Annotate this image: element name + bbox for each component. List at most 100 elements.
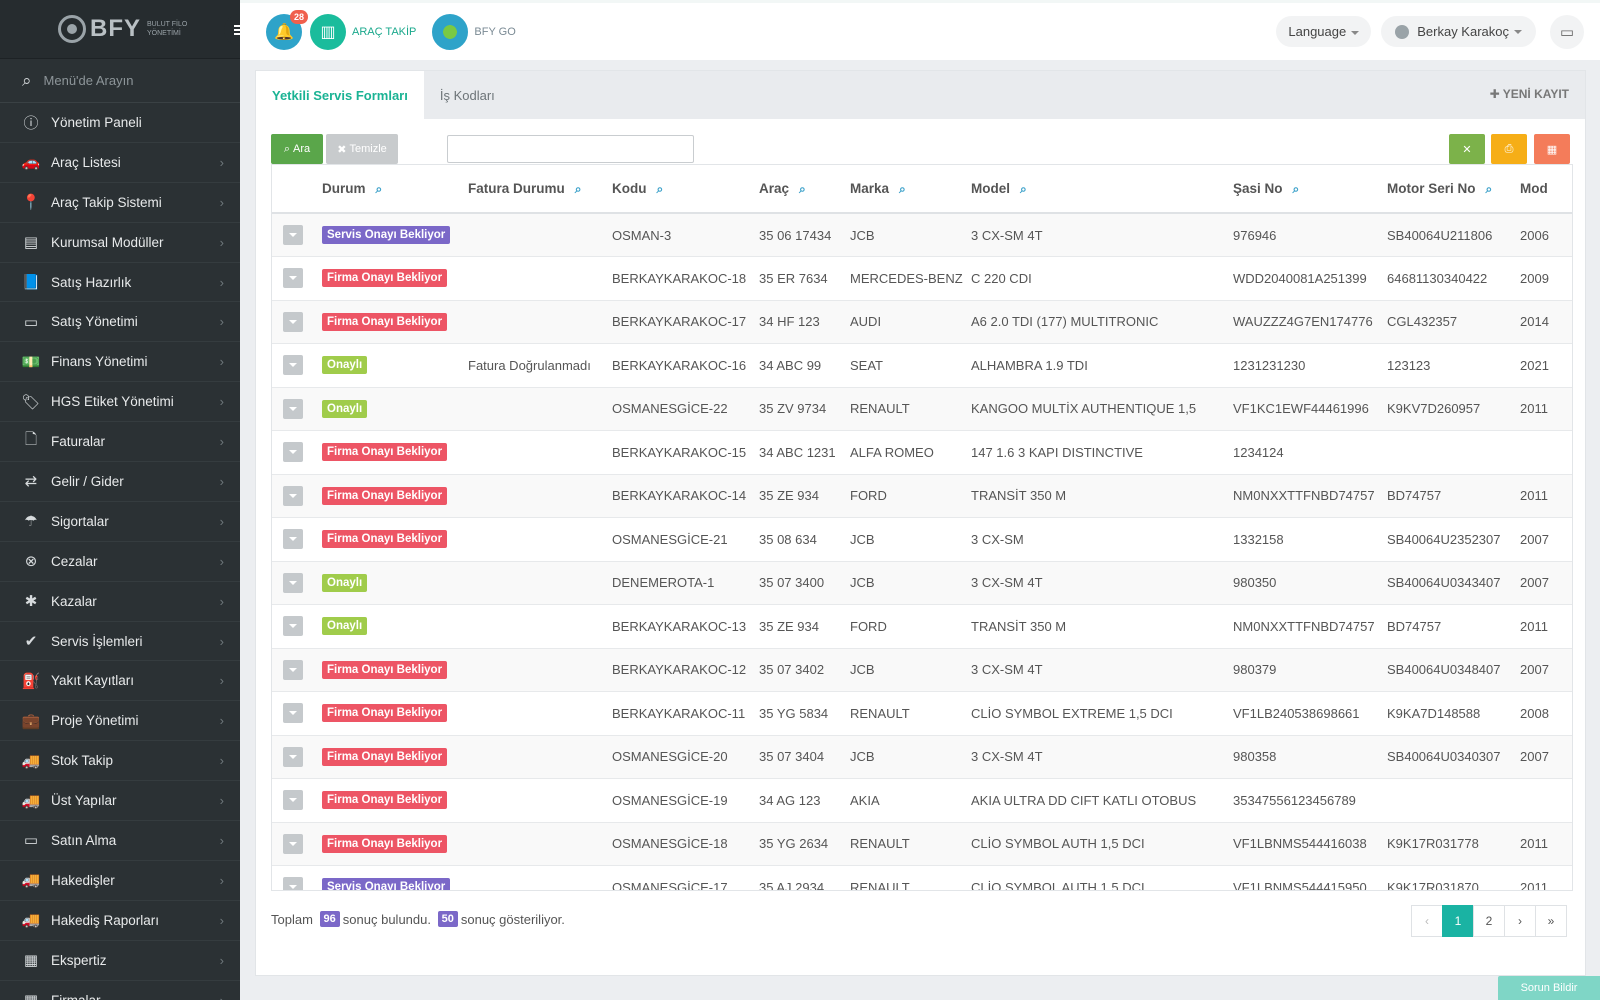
menu-toggle-button[interactable]	[224, 14, 240, 46]
row-dropdown-button[interactable]	[283, 311, 303, 332]
bfy-go-logo-icon[interactable]	[432, 13, 469, 50]
sidebar-item-21[interactable]: ▦ Ekspertiz ›	[0, 941, 240, 981]
table-row[interactable]: Servis Onayı Bekliyor OSMANESGİCE-17 35 AJ…	[272, 865, 1572, 890]
sidebar-item-2[interactable]: 📍 Araç Takip Sistemi ›	[0, 183, 240, 223]
row-dropdown-button[interactable]	[283, 268, 303, 289]
print-button[interactable]: ⎙	[1491, 134, 1527, 164]
column-header[interactable]: Durum ⌕	[314, 165, 460, 214]
column-search-icon[interactable]: ⌕	[1292, 181, 1300, 196]
search-button[interactable]: ⌕ Ara	[271, 134, 323, 164]
column-search-icon[interactable]: ⌕	[799, 181, 806, 196]
column-search-icon[interactable]: ⌕	[656, 181, 664, 196]
row-dropdown-button[interactable]	[283, 442, 303, 463]
map-button[interactable]: ▥	[310, 13, 346, 50]
column-header[interactable]: Kodu ⌕	[604, 165, 751, 214]
brand-logo[interactable]: BFY BULUT FİLO YÖNETİMİ	[0, 0, 240, 59]
sidebar-item-9[interactable]: ⇄ Gelir / Gider ›	[0, 462, 240, 502]
sidebar-item-19[interactable]: 🚚 Hakedişler ›	[0, 861, 240, 901]
column-search-icon[interactable]: ⌕	[899, 181, 906, 196]
row-dropdown-button[interactable]	[283, 572, 303, 593]
sidebar-item-3[interactable]: ▤ Kurumsal Modüller ›	[0, 223, 240, 263]
sasi-cell: 35347556123456789	[1225, 778, 1379, 823]
row-dropdown-button[interactable]	[283, 485, 303, 506]
data-table-container[interactable]: Durum ⌕ Fatura Durumu ⌕ Kodu ⌕ Araç ⌕ Marka ⌕ Mode…	[271, 164, 1573, 891]
row-dropdown-button[interactable]	[283, 877, 303, 890]
table-row[interactable]: Firma Onayı Bekliyor OSMANESGİCE-19 34 AG …	[272, 778, 1572, 823]
page-button[interactable]: 2	[1473, 905, 1505, 937]
row-dropdown-button[interactable]	[283, 398, 303, 419]
row-dropdown-button[interactable]	[283, 659, 303, 680]
tab-yetkili-servis-formlari[interactable]: Yetkili Servis Formları	[256, 71, 424, 119]
search-input[interactable]	[447, 135, 694, 163]
sidebar-item-12[interactable]: ✱ Kazalar ›	[0, 582, 240, 622]
column-header[interactable]: Araç ⌕	[751, 165, 842, 214]
table-row[interactable]: Firma Onayı Bekliyor BERKAYKARAKOC-15 34 A…	[272, 430, 1572, 475]
table-row[interactable]: Firma Onayı Bekliyor OSMANESGİCE-21 35 08 …	[272, 517, 1572, 562]
table-row[interactable]: Firma Onayı Bekliyor OSMANESGİCE-18 35 YG …	[272, 822, 1572, 866]
user-menu-dropdown[interactable]: Berkay Karakoç	[1381, 16, 1536, 47]
sidebar-item-4[interactable]: 📘 Satış Hazırlık ›	[0, 263, 240, 303]
tab-is-kodlari[interactable]: İş Kodları	[424, 71, 511, 119]
table-row[interactable]: Firma Onayı Bekliyor BERKAYKARAKOC-12 35 0…	[272, 648, 1572, 692]
column-search-icon[interactable]: ⌕	[1485, 181, 1493, 196]
column-header[interactable]: Şasi No ⌕	[1225, 165, 1379, 214]
column-search-icon[interactable]: ⌕	[1020, 181, 1027, 196]
sidebar-item-0[interactable]: ⓘ Yönetim Paneli	[0, 103, 240, 143]
sidebar-item-7[interactable]: 🏷 HGS Etiket Yönetimi ›	[0, 382, 240, 423]
prev-page-button[interactable]: ‹	[1411, 905, 1443, 937]
columns-button[interactable]: ▦	[1534, 134, 1570, 164]
column-search-icon[interactable]: ⌕	[375, 181, 383, 196]
row-dropdown-button[interactable]	[283, 355, 303, 376]
sidebar-item-11[interactable]: ⊗ Cezalar ›	[0, 542, 240, 582]
column-header[interactable]: Marka ⌕	[842, 165, 963, 214]
sidebar-item-1[interactable]: 🚗 Araç Listesi ›	[0, 143, 240, 183]
page-button[interactable]: 1	[1442, 905, 1474, 937]
bfy-go-link[interactable]: BFY GO	[474, 25, 516, 38]
row-dropdown-button[interactable]	[283, 746, 303, 767]
row-dropdown-button[interactable]	[283, 833, 303, 854]
row-dropdown-button[interactable]	[283, 529, 303, 550]
column-header[interactable]: Mod	[1512, 165, 1572, 214]
table-row[interactable]: Firma Onayı Bekliyor OSMANESGİCE-20 35 07 …	[272, 735, 1572, 779]
table-row[interactable]: Onaylı OSMANESGİCE-22 35 ZV 9734 RENAULT KAN…	[272, 387, 1572, 431]
sidebar-item-17[interactable]: 🚚 Üst Yapılar ›	[0, 781, 240, 822]
language-dropdown[interactable]: Language	[1276, 16, 1372, 47]
column-header[interactable]: Motor Seri No ⌕	[1379, 165, 1512, 214]
table-row[interactable]: Firma Onayı Bekliyor BERKAYKARAKOC-11 35 Y…	[272, 691, 1572, 736]
table-row[interactable]: Onaylı BERKAYKARAKOC-13 35 ZE 934 FORD TRANS…	[272, 604, 1572, 649]
excel-export-button[interactable]: ✕	[1449, 134, 1485, 164]
report-issue-button[interactable]: Sorun Bildir	[1498, 976, 1600, 1000]
sidebar-item-15[interactable]: 💼 Proje Yönetimi ›	[0, 701, 240, 742]
sidebar-item-18[interactable]: ▭ Satın Alma ›	[0, 821, 240, 861]
sidebar-item-10[interactable]: ☂ Sigortalar ›	[0, 502, 240, 542]
sidebar-item-20[interactable]: 🚚 Hakediş Raporları ›	[0, 901, 240, 941]
arac-takip-link[interactable]: ARAÇ TAKİP	[352, 25, 417, 38]
row-dropdown-button[interactable]	[283, 225, 303, 245]
table-row[interactable]: Firma Onayı Bekliyor BERKAYKARAKOC-17 34 H…	[272, 300, 1572, 344]
row-dropdown-button[interactable]	[283, 616, 303, 637]
sidebar-item-8[interactable]: 🗋 Faturalar ›	[0, 422, 240, 463]
last-page-button[interactable]: »	[1535, 905, 1567, 937]
sidebar-item-6[interactable]: 💵 Finans Yönetimi ›	[0, 342, 240, 383]
sidebar-item-14[interactable]: ⛽ Yakıt Kayıtları ›	[0, 661, 240, 702]
table-row[interactable]: Firma Onayı Bekliyor BERKAYKARAKOC-18 35 E…	[272, 256, 1572, 301]
monitor-button[interactable]: ▭	[1550, 14, 1584, 49]
row-dropdown-button[interactable]	[283, 703, 303, 724]
table-row[interactable]: Servis Onayı Bekliyor OSMAN-3 35 06 17434 J…	[272, 213, 1572, 257]
column-header[interactable]: Fatura Durumu ⌕	[460, 165, 604, 214]
table-row[interactable]: Onaylı DENEMEROTA-1 35 07 3400 JCB 3 CX-SM 4…	[272, 561, 1572, 605]
menu-search[interactable]: ⌕ Menü'de Arayın	[0, 59, 240, 103]
new-record-button[interactable]: ✚ YENİ KAYIT	[1490, 87, 1569, 101]
column-search-icon[interactable]: ⌕	[574, 181, 582, 196]
row-dropdown-button[interactable]	[283, 790, 303, 811]
sidebar-item-22[interactable]: ▦ Firmalar ›	[0, 981, 240, 1000]
table-row[interactable]: Onaylı Fatura Doğrulanmadı BERKAYKARAKOC-1…	[272, 343, 1572, 388]
clear-button[interactable]: ✖ Temizle	[326, 134, 398, 164]
column-header[interactable]: Model ⌕	[963, 165, 1225, 214]
notifications-button[interactable]: 🔔 28	[266, 9, 308, 50]
next-page-button[interactable]: ›	[1504, 905, 1536, 937]
sidebar-item-13[interactable]: ✔ Servis İşlemleri ›	[0, 622, 240, 662]
table-row[interactable]: Firma Onayı Bekliyor BERKAYKARAKOC-14 35 Z…	[272, 474, 1572, 518]
sidebar-item-5[interactable]: ▭ Satış Yönetimi ›	[0, 302, 240, 343]
sidebar-item-16[interactable]: 🚚 Stok Takip ›	[0, 741, 240, 782]
